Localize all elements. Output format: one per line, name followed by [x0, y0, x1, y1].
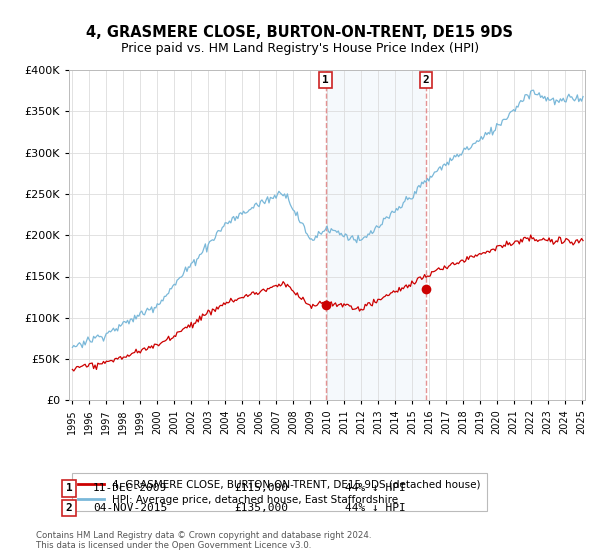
Text: 1: 1: [65, 483, 73, 493]
Text: 44% ↓ HPI: 44% ↓ HPI: [345, 483, 406, 493]
Text: 1: 1: [322, 75, 329, 85]
Text: £115,000: £115,000: [234, 483, 288, 493]
Bar: [326, 70, 426, 400]
Text: 11-DEC-2009: 11-DEC-2009: [93, 483, 167, 493]
Legend: 4, GRASMERE CLOSE, BURTON-ON-TRENT, DE15 9DS (detached house), HPI: Average pric: 4, GRASMERE CLOSE, BURTON-ON-TRENT, DE15…: [71, 473, 487, 511]
Text: 2: 2: [423, 75, 430, 85]
Text: 44% ↓ HPI: 44% ↓ HPI: [345, 503, 406, 513]
Text: Price paid vs. HM Land Registry's House Price Index (HPI): Price paid vs. HM Land Registry's House …: [121, 42, 479, 55]
Text: £135,000: £135,000: [234, 503, 288, 513]
Text: 04-NOV-2015: 04-NOV-2015: [93, 503, 167, 513]
Text: Contains HM Land Registry data © Crown copyright and database right 2024.
This d: Contains HM Land Registry data © Crown c…: [36, 530, 371, 550]
Text: 4, GRASMERE CLOSE, BURTON-ON-TRENT, DE15 9DS: 4, GRASMERE CLOSE, BURTON-ON-TRENT, DE15…: [86, 25, 514, 40]
Text: 2: 2: [65, 503, 73, 513]
